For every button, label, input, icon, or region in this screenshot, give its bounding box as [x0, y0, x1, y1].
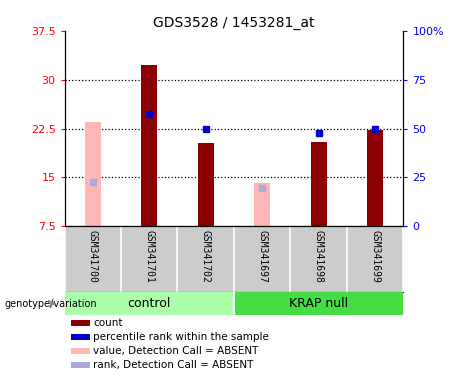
Text: GSM341701: GSM341701 [144, 230, 154, 283]
Text: GSM341700: GSM341700 [88, 230, 98, 283]
Bar [71, 362, 90, 368]
Bar [142, 65, 157, 226]
Text: count: count [93, 318, 123, 328]
Bar [234, 291, 403, 316]
Title: GDS3528 / 1453281_at: GDS3528 / 1453281_at [153, 16, 315, 30]
Bar [71, 334, 90, 340]
Text: GSM341702: GSM341702 [201, 230, 211, 283]
Bar [198, 143, 213, 226]
Text: control: control [128, 297, 171, 310]
Bar [71, 320, 90, 326]
Text: KRAP null: KRAP null [289, 297, 348, 310]
Bar [85, 122, 100, 226]
Bar [71, 348, 90, 354]
Bar [311, 142, 326, 226]
Text: GSM341698: GSM341698 [313, 230, 324, 283]
Text: rank, Detection Call = ABSENT: rank, Detection Call = ABSENT [93, 360, 254, 370]
Text: value, Detection Call = ABSENT: value, Detection Call = ABSENT [93, 346, 259, 356]
Bar [254, 183, 270, 226]
Text: GSM341697: GSM341697 [257, 230, 267, 283]
Text: GSM341699: GSM341699 [370, 230, 380, 283]
Text: percentile rank within the sample: percentile rank within the sample [93, 332, 269, 342]
Text: genotype/variation: genotype/variation [5, 298, 97, 308]
Bar [65, 291, 234, 316]
Bar [367, 130, 383, 226]
